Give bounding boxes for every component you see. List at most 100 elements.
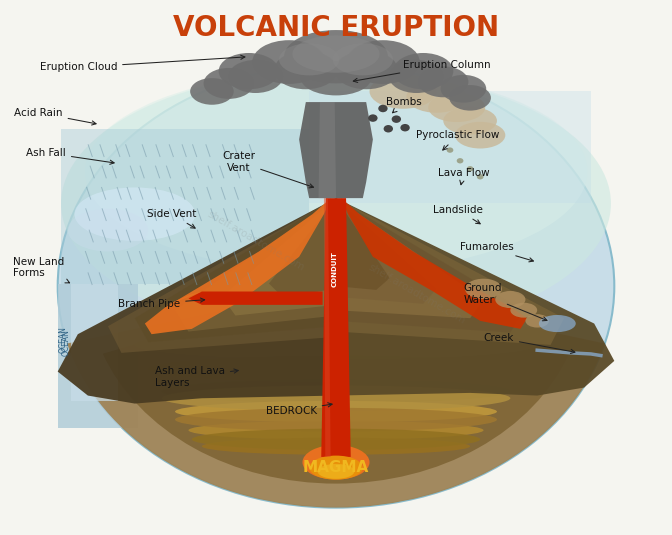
Text: Ash Fall: Ash Fall xyxy=(26,148,114,164)
Text: Eruption Cloud: Eruption Cloud xyxy=(40,55,245,72)
Text: OCEAN: OCEAN xyxy=(58,326,68,353)
Text: Creek: Creek xyxy=(484,333,575,354)
Wedge shape xyxy=(103,286,569,484)
Ellipse shape xyxy=(228,60,283,93)
Ellipse shape xyxy=(370,74,437,109)
Ellipse shape xyxy=(393,53,454,89)
Text: CONDUIT: CONDUIT xyxy=(332,250,337,287)
Ellipse shape xyxy=(392,116,401,123)
Text: MAGMA: MAGMA xyxy=(303,460,369,475)
Polygon shape xyxy=(336,198,437,304)
Ellipse shape xyxy=(335,51,398,89)
Polygon shape xyxy=(269,198,336,297)
Polygon shape xyxy=(336,198,484,318)
Ellipse shape xyxy=(135,330,537,360)
Ellipse shape xyxy=(447,148,454,153)
Polygon shape xyxy=(336,198,523,333)
Wedge shape xyxy=(67,286,605,508)
Ellipse shape xyxy=(149,356,523,382)
Text: OCEAN: OCEAN xyxy=(62,329,71,356)
Text: Ash and Lava
Layers: Ash and Lava Layers xyxy=(155,366,238,388)
Polygon shape xyxy=(165,292,202,306)
Polygon shape xyxy=(188,292,323,305)
Ellipse shape xyxy=(333,43,393,75)
Circle shape xyxy=(58,65,614,508)
Ellipse shape xyxy=(175,401,497,422)
Polygon shape xyxy=(341,198,527,329)
Ellipse shape xyxy=(162,379,510,403)
Text: Eruption Column: Eruption Column xyxy=(353,60,491,82)
Polygon shape xyxy=(61,129,309,284)
Polygon shape xyxy=(309,91,591,203)
Ellipse shape xyxy=(68,209,149,251)
Text: Crater
Vent: Crater Vent xyxy=(222,151,314,188)
Ellipse shape xyxy=(302,445,370,479)
Ellipse shape xyxy=(539,315,576,332)
Polygon shape xyxy=(321,198,351,457)
Text: Pyroclastic Flow: Pyroclastic Flow xyxy=(417,130,500,150)
Polygon shape xyxy=(319,102,336,198)
Ellipse shape xyxy=(467,166,474,171)
Ellipse shape xyxy=(192,429,480,450)
Polygon shape xyxy=(108,198,336,353)
Polygon shape xyxy=(336,198,614,395)
Ellipse shape xyxy=(175,408,497,431)
Text: Acid Rain: Acid Rain xyxy=(14,108,96,125)
Ellipse shape xyxy=(407,81,467,113)
Ellipse shape xyxy=(465,279,502,299)
Ellipse shape xyxy=(202,438,470,455)
Ellipse shape xyxy=(378,105,388,112)
Ellipse shape xyxy=(401,124,410,132)
Ellipse shape xyxy=(495,291,526,308)
Text: New Land
Forms: New Land Forms xyxy=(13,257,70,283)
Ellipse shape xyxy=(455,122,505,149)
Ellipse shape xyxy=(428,93,485,122)
Ellipse shape xyxy=(188,421,484,440)
Ellipse shape xyxy=(318,464,354,479)
Polygon shape xyxy=(71,284,118,401)
Ellipse shape xyxy=(301,61,371,95)
Polygon shape xyxy=(135,198,336,342)
Text: Branch Pipe: Branch Pipe xyxy=(118,298,205,309)
Polygon shape xyxy=(324,198,331,457)
Ellipse shape xyxy=(162,385,510,411)
Polygon shape xyxy=(299,102,373,198)
Polygon shape xyxy=(145,198,331,334)
Ellipse shape xyxy=(389,60,444,93)
Ellipse shape xyxy=(477,174,484,179)
Text: Bombs: Bombs xyxy=(386,97,422,113)
Text: VOLCANIC ERUPTION: VOLCANIC ERUPTION xyxy=(173,14,499,42)
Polygon shape xyxy=(336,198,390,290)
Ellipse shape xyxy=(292,35,380,73)
Ellipse shape xyxy=(510,303,537,318)
Ellipse shape xyxy=(444,107,497,135)
Text: Ground
Water: Ground Water xyxy=(464,284,547,321)
Ellipse shape xyxy=(526,314,549,327)
Text: Landslide: Landslide xyxy=(433,205,483,224)
Ellipse shape xyxy=(279,43,339,75)
Text: shelf.aroadtome.com: shelf.aroadtome.com xyxy=(366,262,467,326)
Ellipse shape xyxy=(384,125,393,133)
Text: shelf.aroadtome.com: shelf.aroadtome.com xyxy=(205,209,306,273)
Text: Side Vent: Side Vent xyxy=(147,209,196,228)
Ellipse shape xyxy=(218,53,279,89)
Text: BEDROCK: BEDROCK xyxy=(265,403,332,416)
Polygon shape xyxy=(58,284,138,427)
Ellipse shape xyxy=(252,40,326,84)
Ellipse shape xyxy=(85,70,587,273)
Ellipse shape xyxy=(368,114,378,122)
Text: Lava Flow: Lava Flow xyxy=(438,167,490,185)
Ellipse shape xyxy=(274,51,337,89)
Polygon shape xyxy=(58,198,336,403)
Ellipse shape xyxy=(190,78,234,105)
Ellipse shape xyxy=(457,158,464,164)
Ellipse shape xyxy=(309,456,363,479)
Polygon shape xyxy=(222,198,336,316)
Ellipse shape xyxy=(450,85,491,111)
Ellipse shape xyxy=(61,70,611,337)
Ellipse shape xyxy=(75,187,195,241)
Text: Fumaroles: Fumaroles xyxy=(460,242,534,262)
Ellipse shape xyxy=(204,68,254,99)
Ellipse shape xyxy=(441,75,487,103)
Polygon shape xyxy=(175,198,336,332)
